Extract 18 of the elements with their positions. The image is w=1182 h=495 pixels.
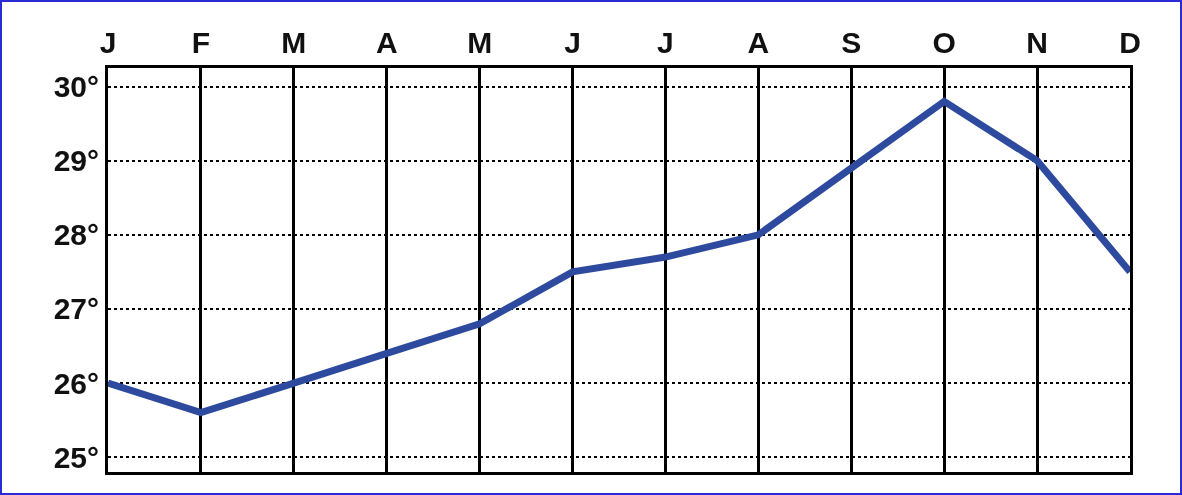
x-tick-label: F — [191, 26, 211, 59]
y-tick-label: 27° — [53, 292, 99, 326]
x-tick-label: J — [657, 26, 674, 59]
x-tick-label: N — [1026, 26, 1048, 59]
x-tick-label: A — [747, 26, 770, 59]
y-tick-label: 26° — [53, 366, 99, 400]
x-tick-label: M — [467, 26, 493, 59]
x-tick-label: D — [1119, 26, 1141, 59]
y-tick-label: 28° — [53, 218, 99, 252]
x-tick-label: J — [99, 26, 117, 59]
x-tick-label: M — [281, 26, 307, 59]
x-tick-label: A — [375, 26, 398, 59]
x-tick-label: J — [564, 26, 581, 59]
y-tick-label: 30° — [53, 70, 99, 104]
y-tick-label: 25° — [53, 440, 99, 474]
y-tick-label: 29° — [53, 144, 99, 178]
x-tick-label: O — [932, 26, 956, 59]
x-tick-label: S — [841, 26, 862, 59]
